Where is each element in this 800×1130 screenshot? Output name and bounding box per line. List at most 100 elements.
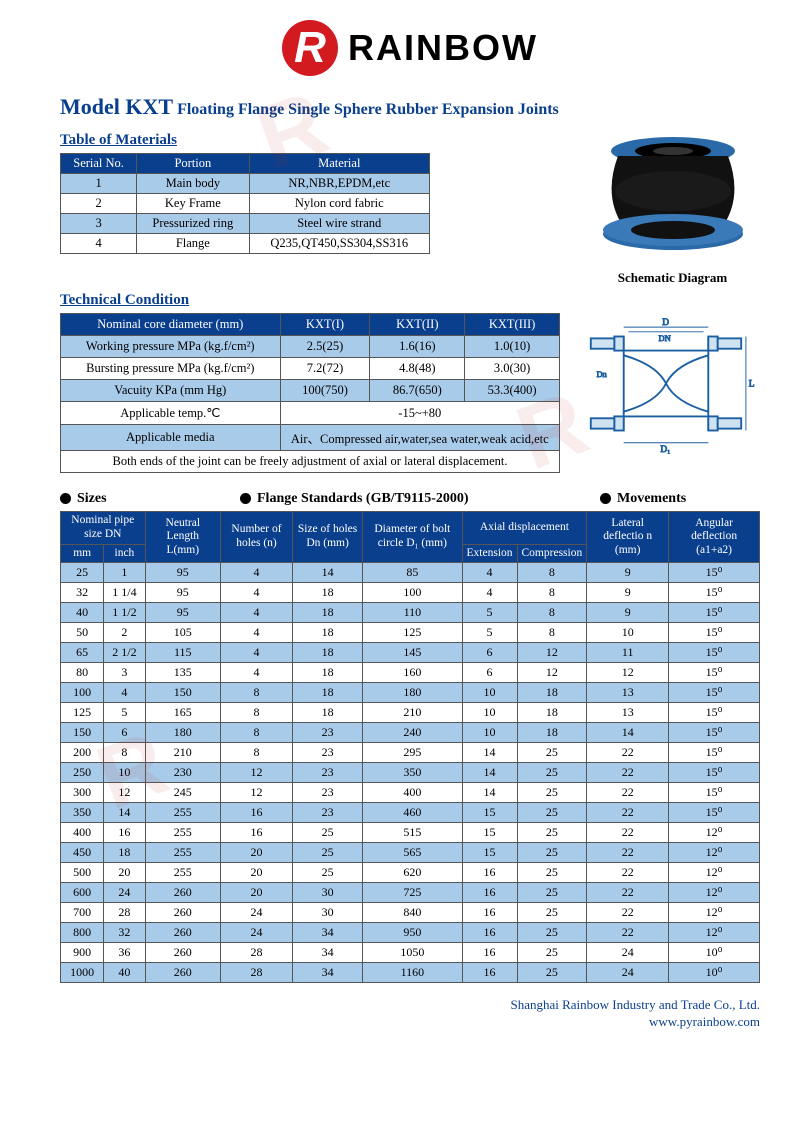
table-cell: 800 bbox=[61, 923, 104, 943]
table-cell: Air、Compressed air,water,sea water,weak … bbox=[280, 425, 559, 451]
table-cell: 18 bbox=[104, 843, 145, 863]
table-cell: 350 bbox=[61, 803, 104, 823]
table-cell: 2 bbox=[61, 194, 137, 214]
table-cell: 50 bbox=[61, 623, 104, 643]
table-cell: 15⁰ bbox=[669, 723, 760, 743]
table-cell: 16 bbox=[462, 863, 517, 883]
table-cell: 16 bbox=[462, 883, 517, 903]
materials-table: Serial No. Portion Material 1Main bodyNR… bbox=[60, 153, 430, 254]
table-cell: 14 bbox=[462, 763, 517, 783]
table-cell: 8 bbox=[517, 623, 587, 643]
table-cell: 95 bbox=[145, 583, 220, 603]
table-cell: 245 bbox=[145, 783, 220, 803]
table-cell: 13 bbox=[587, 683, 669, 703]
table-cell: 18 bbox=[292, 703, 362, 723]
table-cell: 25 bbox=[517, 943, 587, 963]
table-cell: 260 bbox=[145, 883, 220, 903]
table-cell: 840 bbox=[363, 903, 462, 923]
table-cell: Key Frame bbox=[137, 194, 249, 214]
page-title: Model KXT Floating Flange Single Sphere … bbox=[60, 94, 760, 120]
table-cell: 15⁰ bbox=[669, 783, 760, 803]
table-cell: 4 bbox=[221, 583, 293, 603]
table-row: 652 1/21154181456121115⁰ bbox=[61, 643, 760, 663]
table-cell: 28 bbox=[104, 903, 145, 923]
table-cell: 8 bbox=[517, 563, 587, 583]
table-cell: 15⁰ bbox=[669, 743, 760, 763]
table-cell: 250 bbox=[61, 763, 104, 783]
table-cell: 25 bbox=[517, 923, 587, 943]
table-cell: 180 bbox=[145, 723, 220, 743]
table-row: 50020255202562016252212⁰ bbox=[61, 863, 760, 883]
table-cell: 1050 bbox=[363, 943, 462, 963]
table-cell: 85 bbox=[363, 563, 462, 583]
table-row: 45018255202556515252212⁰ bbox=[61, 843, 760, 863]
table-cell: 4 bbox=[61, 234, 137, 254]
tc-col-3: KXT(III) bbox=[465, 314, 560, 336]
table-cell: 460 bbox=[363, 803, 462, 823]
table-cell: 165 bbox=[145, 703, 220, 723]
dot-icon bbox=[60, 493, 71, 504]
table-cell: 15 bbox=[462, 843, 517, 863]
table-cell: 950 bbox=[363, 923, 462, 943]
table-row: 401 1/29541811058915⁰ bbox=[61, 603, 760, 623]
table-cell: 5 bbox=[104, 703, 145, 723]
table-cell: 1 1/4 bbox=[104, 583, 145, 603]
table-cell: 4.8(48) bbox=[370, 358, 465, 380]
table-cell: 30 bbox=[292, 903, 362, 923]
table-cell: 115 bbox=[145, 643, 220, 663]
table-cell: 16 bbox=[462, 903, 517, 923]
table-cell: 18 bbox=[292, 683, 362, 703]
datasheet-page: R R R R RAINBOW Model KXT Floating Flang… bbox=[0, 0, 800, 1051]
table-cell: 30 bbox=[292, 883, 362, 903]
table-cell: 22 bbox=[587, 763, 669, 783]
table-cell: 8 bbox=[104, 743, 145, 763]
table-cell: 22 bbox=[587, 823, 669, 843]
table-cell: Both ends of the joint can be freely adj… bbox=[61, 451, 560, 473]
table-cell: 6 bbox=[104, 723, 145, 743]
materials-col-1: Portion bbox=[137, 154, 249, 174]
table-cell: 100(750) bbox=[280, 380, 370, 402]
table-cell: 8 bbox=[221, 683, 293, 703]
table-cell: 18 bbox=[517, 703, 587, 723]
table-cell: 28 bbox=[221, 963, 293, 983]
table-cell: 12 bbox=[104, 783, 145, 803]
table-cell: 515 bbox=[363, 823, 462, 843]
table-cell: 900 bbox=[61, 943, 104, 963]
table-cell: 15⁰ bbox=[669, 663, 760, 683]
table-cell: 22 bbox=[587, 843, 669, 863]
table-row: 40016255162551515252212⁰ bbox=[61, 823, 760, 843]
table-cell: 3.0(30) bbox=[465, 358, 560, 380]
table-cell: 255 bbox=[145, 823, 220, 843]
table-cell: 10 bbox=[462, 723, 517, 743]
table-cell: 1 bbox=[104, 563, 145, 583]
table-cell: 1.0(10) bbox=[465, 336, 560, 358]
table-cell: 86.7(650) bbox=[370, 380, 465, 402]
table-cell: 3 bbox=[104, 663, 145, 683]
table-cell: 145 bbox=[363, 643, 462, 663]
table-cell: 36 bbox=[104, 943, 145, 963]
title-desc: Floating Flange Single Sphere Rubber Exp… bbox=[177, 101, 559, 118]
table-cell: 725 bbox=[363, 883, 462, 903]
table-row: 251954148548915⁰ bbox=[61, 563, 760, 583]
table-cell: 10 bbox=[587, 623, 669, 643]
table-cell: 260 bbox=[145, 923, 220, 943]
table-cell: 4 bbox=[221, 603, 293, 623]
table-cell: 24 bbox=[221, 923, 293, 943]
technical-schematic: D DN L Dn D₁ bbox=[572, 313, 760, 459]
table-cell: 28 bbox=[221, 943, 293, 963]
svg-text:D: D bbox=[662, 318, 669, 328]
table-cell: 24 bbox=[104, 883, 145, 903]
table-cell: 12 bbox=[517, 643, 587, 663]
sizes-head-bolt: Diameter of bolt circle D₁ (mm) bbox=[363, 512, 462, 563]
table-cell: 1160 bbox=[363, 963, 462, 983]
table-cell: 12⁰ bbox=[669, 903, 760, 923]
table-cell: 9 bbox=[587, 603, 669, 623]
table-cell: 12 bbox=[221, 783, 293, 803]
table-cell: 255 bbox=[145, 803, 220, 823]
table-cell: 565 bbox=[363, 843, 462, 863]
table-row: 150618082324010181415⁰ bbox=[61, 723, 760, 743]
table-cell: 8 bbox=[517, 603, 587, 623]
table-cell: 80 bbox=[61, 663, 104, 683]
table-cell: 18 bbox=[517, 683, 587, 703]
sizes-table: Nominal pipe size DN Neutral Length L(mm… bbox=[60, 511, 760, 983]
